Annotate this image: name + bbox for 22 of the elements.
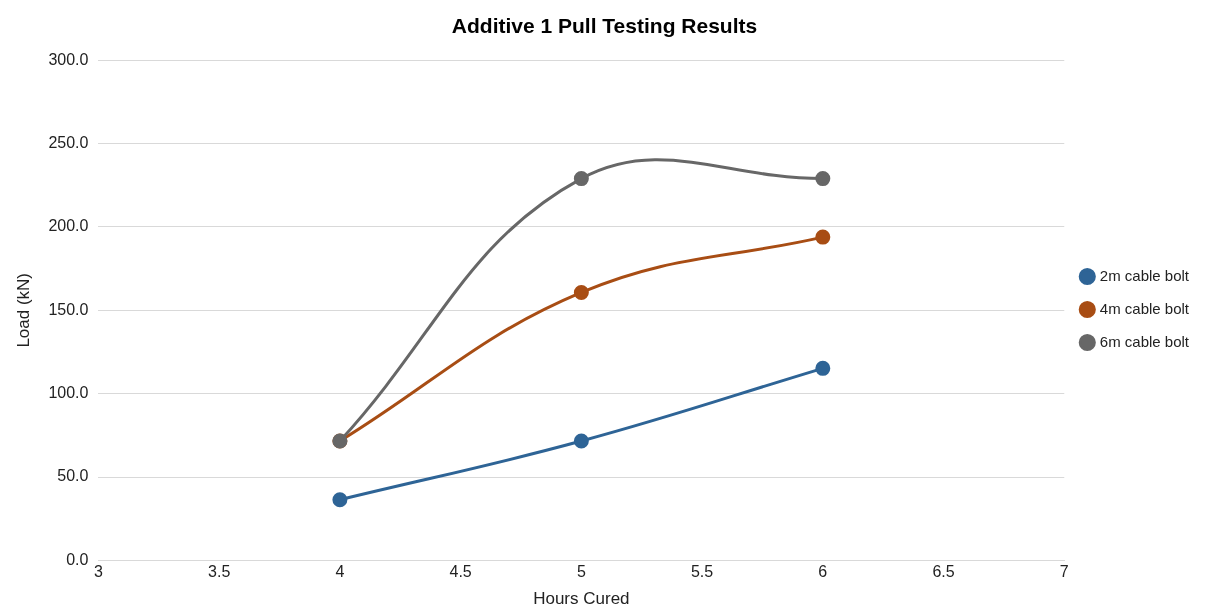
x-tick-label: 6.5 — [932, 563, 955, 581]
y-tick-label: 50.0 — [57, 467, 89, 485]
y-axis-title: Load (kN) — [13, 272, 33, 348]
x-tick-label: 4.5 — [449, 563, 472, 581]
x-tick-label: 6 — [818, 563, 828, 581]
legend-label: 2m cable bolt — [1099, 266, 1190, 284]
x-tick-label: 5 — [576, 563, 586, 581]
x-tick-label: 3 — [93, 563, 103, 581]
x-tick-label: 4 — [335, 563, 345, 581]
y-tick-label: 150.0 — [48, 300, 89, 318]
y-tick-label: 0.0 — [66, 550, 89, 568]
chart-title: Additive 1 Pull Testing Results — [451, 14, 758, 38]
legend-label: 6m cable bolt — [1099, 332, 1190, 350]
y-tick-label: 250.0 — [48, 133, 89, 151]
legend-label: 4m cable bolt — [1099, 299, 1190, 317]
x-tick-label: 3.5 — [208, 563, 231, 581]
y-tick-label: 100.0 — [48, 384, 89, 402]
x-tick-label: 5.5 — [690, 563, 714, 581]
x-axis-title: Hours Cured — [533, 589, 630, 609]
y-tick-label: 300.0 — [48, 50, 89, 68]
x-tick-label: 7 — [1059, 563, 1069, 581]
y-tick-label: 200.0 — [48, 217, 89, 235]
